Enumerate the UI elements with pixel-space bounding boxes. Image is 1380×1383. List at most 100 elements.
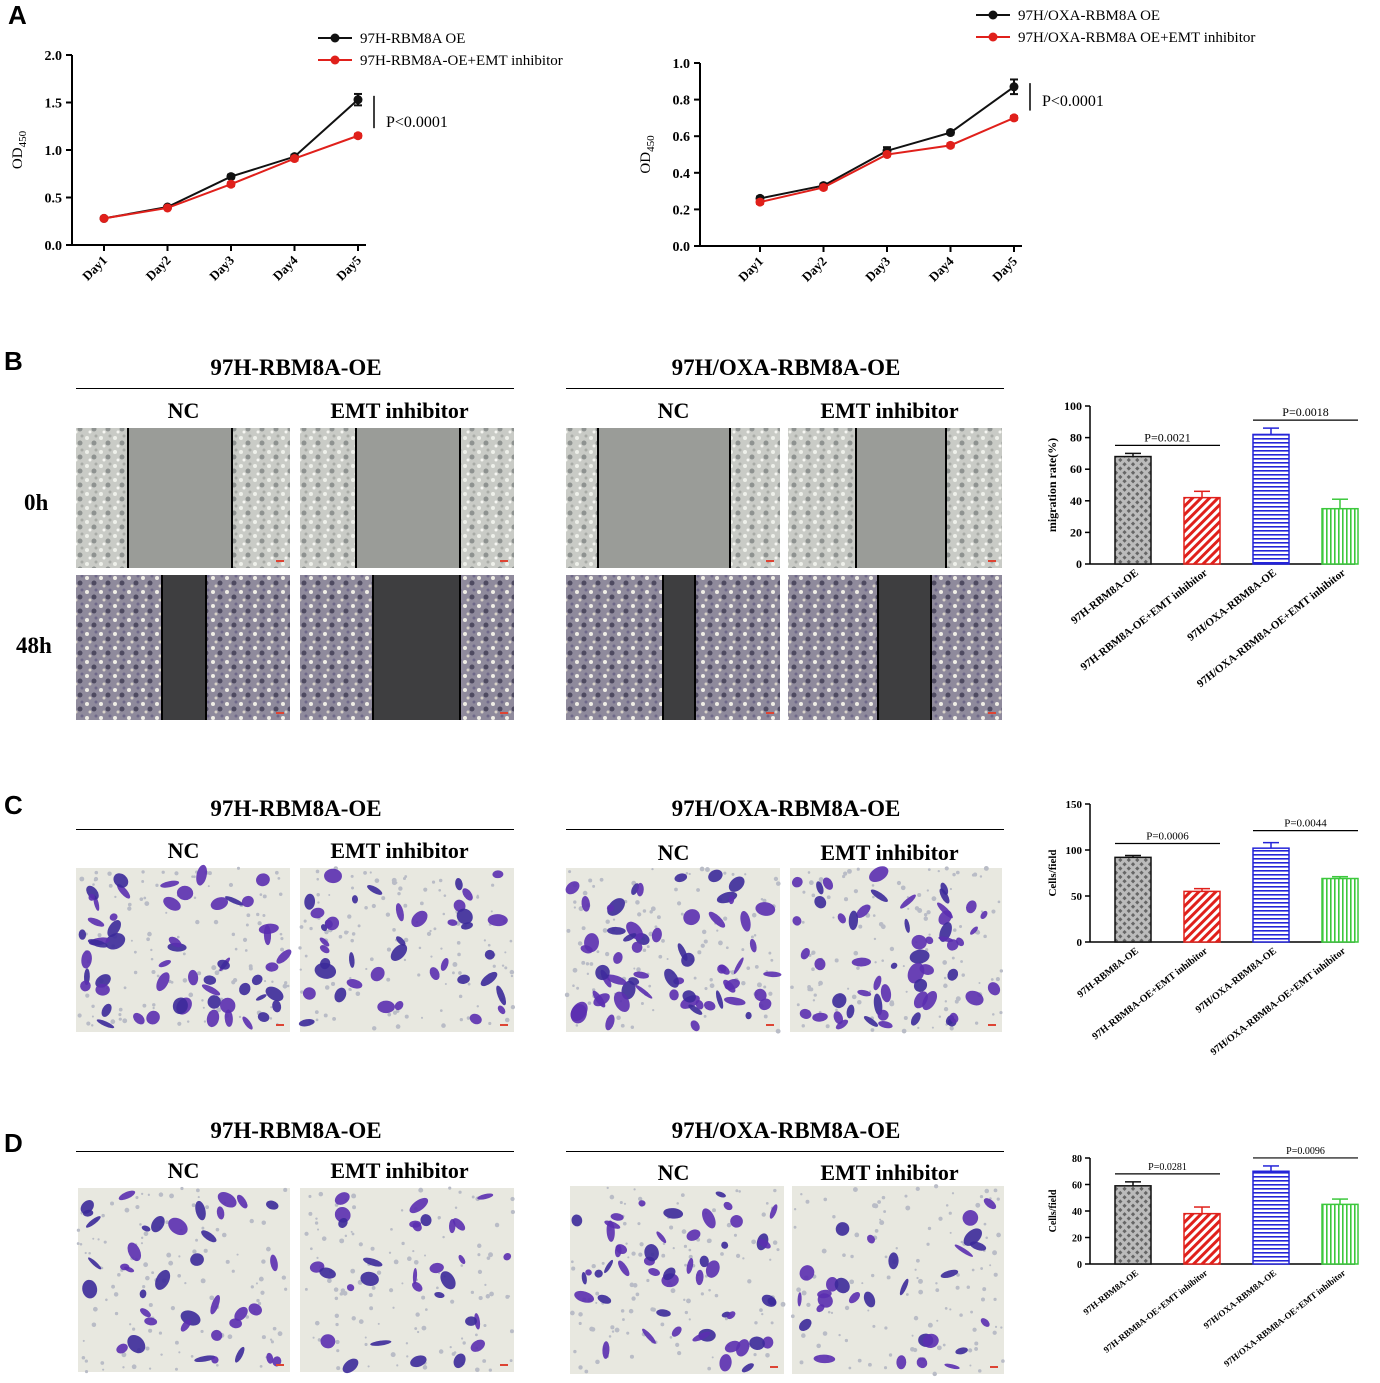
pore (996, 1197, 1000, 1201)
pore (483, 939, 487, 942)
pore (874, 961, 877, 964)
pore (697, 950, 702, 955)
stained-cell (570, 1001, 588, 1022)
pore (949, 1231, 952, 1234)
pore (196, 1188, 200, 1193)
stained-cell (88, 893, 95, 901)
stained-cell (80, 980, 91, 992)
pore (421, 1295, 426, 1300)
pore (811, 893, 816, 898)
pore (747, 1279, 752, 1284)
pore (328, 893, 331, 896)
bar (1183, 890, 1221, 943)
pore (688, 1248, 692, 1252)
pore (999, 969, 1004, 973)
legend-marker (988, 10, 998, 20)
stained-cell (195, 1200, 206, 1221)
stained-cell (224, 1009, 233, 1027)
pore (992, 1013, 995, 1016)
pore (674, 887, 678, 892)
pore (945, 1204, 949, 1207)
stained-cell (648, 1268, 660, 1276)
pore (91, 1004, 95, 1008)
pore (652, 1008, 655, 1012)
data-point (946, 128, 955, 138)
stained-cell (690, 1020, 700, 1032)
stained-cell (346, 1284, 355, 1292)
stained-cell (492, 870, 504, 879)
pore (637, 1222, 641, 1226)
pore (312, 1336, 315, 1339)
pore (658, 954, 663, 959)
pore (344, 1234, 348, 1238)
stained-cell (87, 939, 108, 948)
stained-cell (266, 1352, 274, 1364)
stained-cell (597, 1294, 612, 1304)
pore (592, 884, 596, 888)
pore (300, 990, 304, 994)
stained-cell (188, 969, 199, 986)
pore (135, 1204, 140, 1210)
bar (1252, 433, 1290, 565)
stained-cell (628, 977, 640, 986)
pore (110, 1019, 116, 1025)
stained-cell (210, 1295, 220, 1315)
pore (622, 1318, 625, 1321)
pore (780, 1301, 786, 1307)
pore (926, 910, 931, 915)
pore (110, 1201, 115, 1206)
pore (835, 1008, 838, 1012)
pore (642, 909, 647, 913)
pore (214, 970, 220, 976)
stained-cell (592, 990, 606, 1008)
pore (793, 1225, 797, 1229)
pore (680, 1193, 685, 1198)
stained-cell (749, 1336, 765, 1350)
pore (231, 932, 236, 937)
scale-bar (276, 560, 284, 562)
stained-cell (761, 1294, 777, 1307)
pore (622, 1221, 627, 1226)
pore (91, 1015, 94, 1018)
stained-cell (348, 952, 355, 968)
stained-cell (412, 1267, 418, 1285)
stained-cell (708, 869, 723, 883)
pore (874, 1228, 879, 1233)
pore (403, 937, 409, 943)
pore (666, 957, 669, 961)
pore (257, 921, 262, 926)
pore (843, 871, 848, 876)
stained-cell (602, 1341, 610, 1359)
pore (148, 1302, 153, 1308)
pore (258, 1276, 264, 1282)
stained-cell (314, 962, 337, 979)
stained-cell (835, 1222, 850, 1236)
stained-cell (904, 918, 910, 933)
pore (843, 897, 849, 902)
pore (271, 980, 274, 983)
migration-rate-bar-chart: 0 20 40 60 80 100 migration rate(%) 97H-RBM8A-O… (1045, 399, 1359, 690)
pore (510, 1209, 515, 1215)
pore (429, 929, 432, 933)
pore (389, 1288, 394, 1293)
pore (768, 991, 773, 996)
pore (676, 901, 682, 906)
x-tick-label: 97H/OXA-RBM8A-OE+EMT inhibitor (1209, 945, 1349, 1057)
pore (334, 1313, 340, 1318)
pore (168, 1260, 174, 1266)
pore (209, 1295, 215, 1301)
pore (853, 950, 859, 956)
pore (255, 1282, 259, 1285)
y-tick-label: 80 (1070, 431, 1082, 445)
pore (818, 984, 821, 987)
pore (421, 1325, 427, 1331)
stained-cell (453, 1353, 466, 1369)
pore (225, 1259, 230, 1264)
stained-cell (907, 962, 925, 984)
y-tick-label: 0 (1077, 1260, 1082, 1271)
pore (972, 1327, 977, 1332)
pore (145, 1275, 150, 1281)
data-point (226, 172, 236, 182)
pore (718, 940, 723, 946)
pore (213, 919, 219, 925)
